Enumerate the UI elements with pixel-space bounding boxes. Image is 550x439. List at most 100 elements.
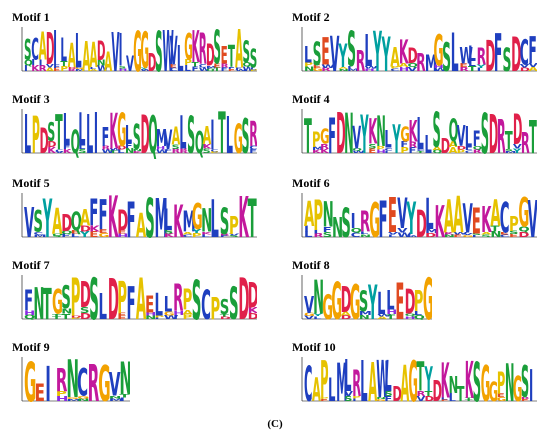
logo-consensus-letter: Q (148, 107, 157, 159)
logo-consensus-letter: V (304, 293, 315, 319)
logo-filler-letter: A (449, 140, 458, 149)
logo-filler-letter: I (347, 66, 352, 70)
logo-filler-letter: R (313, 233, 324, 238)
logo-filler-letter: C (390, 69, 400, 72)
motif-title-9: Motif 9 (12, 340, 50, 354)
logo-consensus-letter: L (75, 25, 82, 77)
logo-consensus-letter: A (304, 194, 315, 235)
logo-consensus-letter: S (213, 25, 220, 75)
logo-consensus-letter: K (109, 107, 118, 159)
logo-filler-letter: M (109, 398, 124, 402)
logo-consensus-letter: G (320, 124, 329, 149)
logo-filler-letter: E (521, 398, 529, 401)
logo-filler-letter: F (408, 147, 416, 156)
logo-consensus-letter: F (379, 191, 388, 243)
logo-filler-letter: C (199, 63, 207, 69)
logo-filler-letter: R (102, 146, 111, 152)
logo-consensus-letter: P (210, 292, 220, 325)
logo-consensus-letter: G (331, 273, 342, 325)
logo-filler-letter: C (416, 148, 424, 151)
logo-consensus-letter: F (528, 29, 536, 73)
logo-filler-letter: P (352, 395, 360, 399)
logo-filler-letter: R (179, 148, 189, 152)
logo-consensus-letter: A (368, 355, 377, 407)
logo-consensus-letter: Y (338, 37, 348, 75)
logo-consensus-letter: A (90, 35, 98, 76)
logo-consensus-letter: C (201, 283, 211, 325)
logo-consensus-letter: L (86, 107, 93, 159)
logo-filler-letter: A (377, 316, 388, 320)
sequence-logo-9: GEIHPRMGNNGCRGMNVITN (12, 355, 130, 407)
logo-filler-letter: N (376, 397, 386, 400)
logo-filler-letter: M (66, 398, 81, 401)
logo-filler-letter: E (313, 65, 321, 70)
logo-consensus-letter: D (485, 33, 495, 77)
logo-filler-letter: V (46, 63, 55, 69)
logo-consensus-letter: P (497, 367, 505, 401)
logo-consensus-letter: Q (449, 112, 459, 149)
logo-consensus-letter: A (68, 36, 76, 75)
logo-filler-letter: D (425, 395, 435, 403)
logo-filler-letter: I (154, 317, 159, 320)
logo-filler-letter: N (97, 59, 106, 67)
logo-filler-letter: R (68, 69, 76, 72)
logo-consensus-letter: E (145, 293, 154, 319)
logo-consensus-letter: L (360, 355, 367, 407)
logo-filler-letter: R (39, 64, 47, 73)
logo-consensus-letter: S (341, 201, 351, 243)
logo-filler-letter: Q (351, 227, 363, 234)
logo-consensus-letter: P (71, 273, 81, 325)
logo-filler-letter: L (449, 397, 457, 403)
logo-filler-letter: D (341, 315, 352, 320)
logo-filler-letter: W (199, 66, 211, 72)
logo-consensus-letter: N (33, 278, 44, 325)
logo-consensus-letter: R (477, 45, 486, 71)
logo-consensus-letter: N (449, 373, 459, 400)
logo-consensus-letter: D (97, 35, 106, 67)
logo-consensus-letter: S (313, 36, 322, 73)
logo-consensus-letter: D (511, 29, 521, 77)
logo-consensus-letter: L (177, 40, 184, 77)
logo-filler-letter: K (312, 150, 321, 155)
logo-consensus-letter: R (356, 46, 366, 77)
logo-filler-letter: E (320, 399, 328, 402)
logo-filler-letter: F (53, 64, 60, 69)
logo-consensus-letter: D (441, 133, 451, 158)
logo-consensus-letter: P (312, 128, 320, 153)
logo-filler-letter: L (201, 234, 209, 238)
logo-filler-letter: T (213, 66, 221, 72)
logo-filler-letter: F (61, 234, 70, 239)
logo-consensus-letter: R (56, 362, 68, 399)
logo-filler-letter: C (55, 149, 63, 152)
logo-consensus-letter: G (98, 355, 110, 407)
logo-consensus-letter: I (53, 25, 57, 77)
logo-consensus-letter: N (313, 273, 324, 325)
logo-filler-letter: I (119, 397, 125, 403)
logo-filler-letter: Q (433, 150, 443, 155)
logo-consensus-letter: L (425, 130, 432, 159)
logo-filler-letter: W (321, 64, 335, 69)
logo-consensus-letter: R (352, 363, 361, 405)
logo-consensus-letter: P (313, 192, 323, 240)
logo-filler-letter: R (321, 67, 330, 72)
logo-filler-letter: T (60, 60, 67, 68)
logo-filler-letter: C (249, 146, 257, 152)
logo-filler-letter: F (323, 225, 332, 234)
logo-consensus-letter: T (43, 281, 52, 325)
logo-consensus-letter: I (119, 25, 123, 77)
logo-filler-letter: S (52, 235, 62, 238)
logo-consensus-letter: L (24, 107, 31, 159)
logo-consensus-letter: K (465, 355, 474, 407)
logo-consensus-letter: Y (406, 192, 416, 243)
logo-consensus-letter: Y (360, 107, 369, 159)
logo-consensus-letter: P (414, 285, 424, 318)
logo-consensus-letter: A (235, 25, 243, 77)
